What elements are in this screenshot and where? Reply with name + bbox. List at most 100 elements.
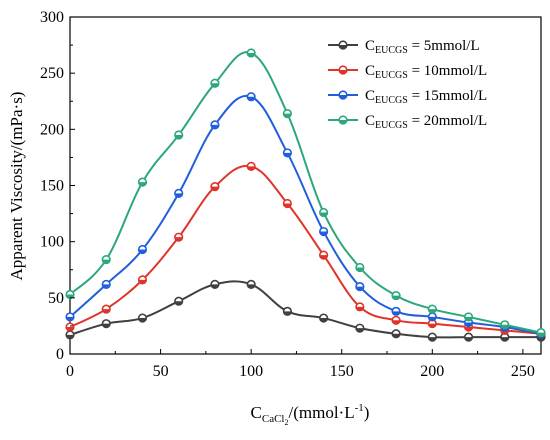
data-point-fill (464, 322, 473, 327)
data-point-fill (174, 134, 183, 139)
data-point-fill (537, 337, 545, 341)
data-point-fill (138, 279, 147, 284)
legend-label: CEUCGS = 20mmol/L (365, 113, 487, 131)
legend-label-main: C (365, 38, 375, 54)
legend-label-sub: EUCGS (375, 70, 408, 81)
data-point-fill (247, 166, 255, 171)
x-axis-label-sup: -1 (355, 402, 364, 414)
data-point-fill (283, 311, 292, 316)
data-point-fill (500, 324, 509, 329)
data-point-fill (500, 330, 509, 335)
legend-label-rest: = 10mmol/L (408, 63, 487, 79)
data-point-fill (356, 286, 364, 291)
data-point-fill (356, 306, 364, 311)
legend-label-rest: = 5mmol/L (408, 38, 480, 54)
series-layer (65, 48, 546, 342)
data-point-fill (66, 327, 74, 331)
data-point-fill (247, 284, 255, 289)
data-point-fill (174, 301, 183, 306)
y-tick-label: 300 (40, 9, 64, 26)
legend-label-rest: = 15mmol/L (408, 88, 487, 104)
data-point-fill (428, 337, 437, 341)
y-axis-label: Apparent Viscosity/(mPa·s) (7, 92, 26, 281)
legend-label-main: C (365, 113, 375, 129)
data-point-fill (392, 320, 400, 325)
y-tick-label: 50 (48, 290, 64, 307)
y-tick-label: 100 (40, 234, 64, 251)
data-point-fill (428, 323, 437, 328)
legend-label-sub: EUCGS (375, 45, 408, 56)
data-point-fill (138, 318, 147, 322)
x-tick-label: 150 (330, 363, 354, 380)
data-point-fill (102, 259, 111, 264)
legend-label: CEUCGS = 15mmol/L (365, 88, 487, 106)
y-axis-ticks: 0 50 100 150 200 250 300 (40, 9, 75, 363)
data-point-fill (211, 284, 219, 289)
x-axis-label-main: C (251, 403, 262, 422)
data-point-fill (428, 309, 437, 313)
data-point-fill (283, 113, 292, 118)
y-tick-label: 250 (40, 65, 64, 82)
y-tick-label: 150 (40, 178, 64, 195)
data-point-fill (356, 267, 364, 272)
legend-swatch-fill (339, 120, 347, 124)
x-axis-label-close: ) (364, 403, 370, 422)
x-tick-label: 250 (511, 363, 535, 380)
legend-label-main: C (365, 88, 375, 104)
legend-swatch-fill (339, 70, 347, 74)
data-point-fill (102, 309, 111, 313)
y-tick-label: 0 (56, 346, 64, 363)
data-point-fill (283, 203, 292, 208)
x-axis-ticks: 0 50 100 150 200 250 (66, 349, 535, 380)
x-axis-label-sub: CaCl (262, 413, 285, 425)
data-point-fill (211, 186, 219, 191)
data-point-fill (537, 332, 545, 337)
data-point-fill (464, 337, 473, 341)
x-tick-label: 0 (66, 363, 74, 380)
data-point-fill (319, 212, 328, 217)
data-point-fill (102, 284, 111, 289)
data-point-fill (138, 249, 147, 254)
legend-swatch-fill (339, 95, 347, 99)
data-point-fill (174, 193, 183, 198)
data-point-fill (319, 255, 328, 259)
data-point-fill (247, 96, 255, 101)
data-point-fill (356, 328, 364, 332)
data-point-fill (66, 294, 74, 299)
x-tick-label: 200 (420, 363, 444, 380)
legend-label-rest: = 20mmol/L (408, 113, 487, 129)
data-point-fill (211, 124, 219, 129)
data-point-fill (138, 182, 147, 186)
data-point-fill (211, 83, 219, 88)
data-point-fill (174, 237, 183, 241)
x-tick-label: 100 (239, 363, 263, 380)
legend-label: CEUCGS = 10mmol/L (365, 63, 487, 81)
data-point-fill (464, 316, 473, 321)
data-point-fill (392, 295, 400, 300)
data-point-fill (319, 318, 328, 322)
data-point-fill (464, 327, 473, 331)
legend-label: CEUCGS = 5mmol/L (365, 38, 480, 56)
x-axis-label: CCaCl2/(mmol·L-1) (251, 402, 370, 427)
data-point-fill (319, 231, 328, 236)
data-point-fill (392, 311, 400, 316)
series-line-2 (69, 94, 542, 335)
data-point-fill (500, 337, 509, 341)
data-point-fill (247, 52, 255, 57)
legend-label-sub: EUCGS (375, 120, 408, 131)
data-point-fill (66, 316, 74, 321)
legend-label-sub: EUCGS (375, 95, 408, 106)
y-tick-label: 200 (40, 121, 64, 138)
data-point-fill (283, 152, 292, 157)
data-point-fill (428, 316, 437, 321)
data-point-fill (66, 334, 74, 339)
data-point-fill (102, 323, 111, 328)
legend-swatch-fill (339, 45, 347, 49)
x-axis-label-unit: /(mmol·L (289, 403, 355, 422)
x-axis-label-sub2: 2 (285, 418, 289, 427)
legend-label-main: C (365, 63, 375, 79)
x-tick-label: 50 (153, 363, 169, 380)
data-point-fill (392, 333, 400, 338)
